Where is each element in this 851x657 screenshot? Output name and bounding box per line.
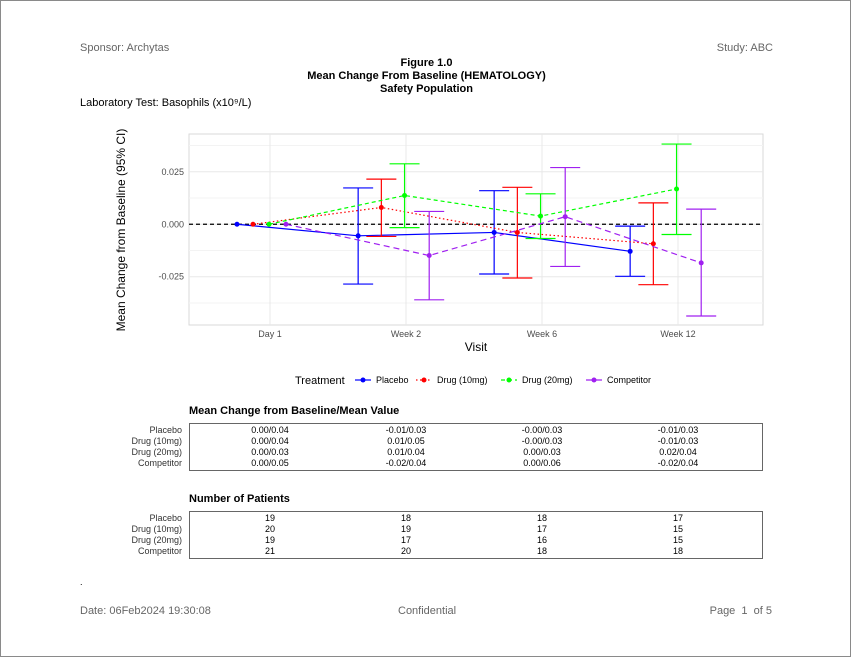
table-cell: 18 [400, 513, 411, 523]
data-point [266, 221, 272, 227]
legend-label: Drug (20mg) [522, 375, 573, 385]
table-cell: 20 [264, 524, 275, 534]
row-label: Drug (20mg) [131, 535, 182, 545]
table-cell: 21 [264, 546, 275, 556]
data-point [250, 221, 256, 227]
row-label: Drug (10mg) [131, 524, 182, 534]
sponsor: Sponsor: Archytas [80, 42, 170, 54]
legend-key-point [360, 377, 366, 383]
data-point [674, 186, 680, 192]
page-number: Page 1 of 5 [709, 605, 772, 617]
data-point [355, 233, 361, 239]
table-title: Number of Patients [189, 493, 290, 505]
y-tick-label: 0.000 [161, 219, 184, 229]
data-point [426, 253, 432, 259]
table-cell: 0.01/0.05 [387, 436, 425, 446]
legend-key-point [591, 377, 597, 383]
table-cell: 0.00/0.03 [523, 447, 561, 457]
data-point [627, 248, 633, 254]
legend-item: Drug (20mg) [501, 375, 573, 385]
table-cell: -0.00/0.03 [521, 436, 563, 446]
legend-label: Competitor [607, 375, 651, 385]
row-label: Drug (10mg) [131, 436, 182, 446]
x-tick-label: Week 12 [660, 329, 695, 339]
data-point [402, 192, 408, 198]
dot: . [80, 577, 83, 587]
row-label: Competitor [137, 458, 182, 468]
legend-label: Drug (10mg) [437, 375, 488, 385]
legend-key-point [506, 377, 512, 383]
table-cell: 0.00/0.06 [523, 458, 561, 468]
table-cell: 0.00/0.04 [251, 436, 289, 446]
legend-label: Placebo [376, 375, 409, 385]
row-label: Placebo [149, 513, 182, 523]
lab-test: Laboratory Test: Basophils (x10⁹/L) [80, 97, 252, 109]
data-point [491, 229, 497, 235]
table-cell: 18 [536, 546, 547, 556]
series-line [285, 216, 702, 264]
population: Safety Population [380, 83, 473, 95]
table-cell: 0.00/0.03 [251, 447, 289, 457]
table-cell: 19 [264, 513, 275, 523]
data-point [283, 221, 289, 227]
table-cell: 20 [400, 546, 411, 556]
table-box [189, 511, 763, 559]
table-cell: -0.02/0.04 [657, 458, 699, 468]
table-cell: 0.00/0.04 [251, 425, 289, 435]
x-tick-label: Week 6 [527, 329, 557, 339]
table-cell: -0.02/0.04 [385, 458, 427, 468]
series-line [236, 223, 631, 252]
date: Date: 06Feb2024 19:30:08 [80, 605, 211, 617]
data-point [650, 241, 656, 247]
table-cell: -0.00/0.03 [521, 425, 563, 435]
table-cell: 19 [400, 524, 411, 534]
x-tick-label: Week 2 [391, 329, 421, 339]
chart: 0.025 0.000 -0.025 Day 1 Week 2 Week 6 Week 12… [114, 129, 764, 387]
table-cell: 17 [536, 524, 547, 534]
y-tick-label: 0.025 [161, 167, 184, 177]
y-tick-label: -0.025 [158, 272, 184, 282]
table-cell: -0.01/0.03 [385, 425, 427, 435]
data-point [378, 204, 384, 210]
confidential: Confidential [398, 605, 457, 617]
table-cell: 17 [400, 535, 411, 545]
table-box [189, 423, 763, 471]
table-cell: 16 [536, 535, 547, 545]
figure-subtitle: Mean Change From Baseline (HEMATOLOGY) [307, 70, 546, 82]
legend-item: Placebo [355, 375, 409, 385]
data-point [562, 214, 568, 220]
table-cell: 18 [536, 513, 547, 523]
data-point [538, 213, 544, 219]
table-cell: 18 [672, 546, 683, 556]
x-axis-label: Visit [465, 340, 488, 354]
row-label: Placebo [149, 425, 182, 435]
table-cell: 15 [672, 535, 683, 545]
study: Study: ABC [716, 42, 773, 54]
legend-item: Competitor [586, 375, 651, 385]
series-line [252, 206, 654, 245]
table-cell: 0.00/0.05 [251, 458, 289, 468]
legend-title: Treatment [295, 375, 345, 387]
row-label: Drug (20mg) [131, 447, 182, 457]
y-axis-label: Mean Change from Baseline (95% CI) [114, 129, 128, 332]
table-cell: 0.01/0.04 [387, 447, 425, 457]
data-point [234, 221, 240, 227]
data-point [698, 260, 704, 266]
table-cell: 15 [672, 524, 683, 534]
series-line [268, 188, 677, 225]
figure-title: Figure 1.0 [400, 57, 453, 69]
table-cell: 0.02/0.04 [659, 447, 697, 457]
table-cell: -0.01/0.03 [657, 425, 699, 435]
legend-item: Drug (10mg) [416, 375, 488, 385]
row-label: Competitor [137, 546, 182, 556]
table-cell: 17 [672, 513, 683, 523]
x-tick-label: Day 1 [258, 329, 282, 339]
table-cell: -0.01/0.03 [657, 436, 699, 446]
table-cell: 19 [264, 535, 275, 545]
legend-key-point [421, 377, 427, 383]
table-title: Mean Change from Baseline/Mean Value [189, 405, 400, 417]
data-point [514, 229, 520, 235]
plot-panel [188, 133, 764, 326]
